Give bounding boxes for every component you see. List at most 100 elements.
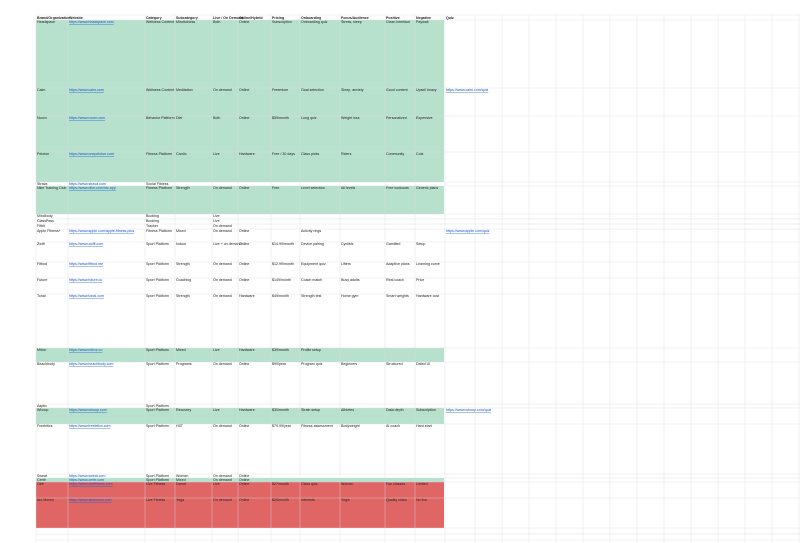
cell: Future: [37, 278, 47, 282]
cell: Indoor: [176, 242, 187, 246]
cell: Sport Platform: [146, 424, 169, 428]
cell: Peloton: [37, 152, 49, 156]
cell-link[interactable]: https://www.zwift.com: [69, 242, 103, 246]
cell: Athletes: [341, 408, 354, 412]
cell-link[interactable]: https://www.future.co: [69, 278, 102, 282]
cell: Live: [213, 482, 220, 486]
cell-link[interactable]: https://www.onepeloton.com: [69, 152, 114, 156]
cell: Online: [239, 482, 249, 486]
cell-link[interactable]: https://www.beachbody.com: [69, 362, 113, 366]
row-background: [36, 408, 444, 424]
cell: Activity rings: [301, 229, 321, 233]
row-background: [36, 362, 444, 404]
cell: Generic plans: [416, 186, 438, 190]
cell: Hardware: [239, 348, 255, 352]
cell: Sweat: [37, 474, 47, 478]
cell: Tracker: [146, 224, 159, 228]
cell: Strength: [176, 294, 190, 298]
cell: Sport Platform: [146, 262, 169, 266]
cell: Price: [416, 278, 424, 282]
cell: Sport Platform: [146, 294, 169, 298]
cell: Sport Platform: [146, 404, 169, 408]
cell: Strava: [37, 182, 47, 186]
cell-link[interactable]: https://www.calm.com: [69, 88, 104, 92]
cell: Cardio: [176, 152, 187, 156]
cell: Smart weights: [386, 294, 409, 298]
cell: Community: [386, 152, 404, 156]
cell: Setup: [416, 242, 425, 246]
cell: Mixed: [176, 229, 186, 233]
cell-link[interactable]: https://www.mirror.co: [69, 348, 102, 352]
cell: Hardware: [239, 152, 255, 156]
cell: On demand: [213, 478, 232, 482]
cell-link[interactable]: https://www.apple.com/apple-fitness-plus: [69, 229, 134, 233]
cell: Online: [239, 278, 249, 282]
row-background: [36, 116, 444, 152]
column-header: Brand/Organization: [37, 16, 70, 20]
cell: Online: [239, 116, 249, 120]
column-header: Subcategory: [176, 16, 198, 20]
cell: Dance: [176, 482, 186, 486]
cell: $79.99/year: [272, 424, 292, 428]
cell-link[interactable]: https://www.strava.com: [69, 182, 106, 186]
cell: Beginners: [341, 362, 357, 366]
cell-link[interactable]: https://www.headspace.com: [69, 20, 114, 24]
cell-link[interactable]: https://www.obefitness.com: [69, 482, 113, 486]
cell-link[interactable]: https://www.sweat.com: [69, 474, 106, 478]
cell: AI coach: [386, 424, 400, 428]
cell: Yoga: [176, 498, 184, 502]
cell: Behavior Platform: [146, 116, 175, 120]
cell: Subscription: [272, 20, 292, 24]
cell: Meditation: [176, 88, 193, 92]
row-background: [36, 262, 444, 278]
cell: Strain setup: [301, 408, 320, 412]
cell-link[interactable]: https://www.noom.com: [69, 116, 105, 120]
cell: Obé: [37, 482, 44, 486]
cell: Equipment quiz: [301, 262, 326, 266]
cell-link[interactable]: https://www.whoop.com: [69, 408, 107, 412]
cell: Interests: [301, 498, 315, 502]
cell: Paywall: [416, 20, 429, 24]
cell: Cost: [416, 152, 423, 156]
cell: Class quiz: [301, 482, 318, 486]
cell-link[interactable]: https://www.calm.com/quiz: [446, 88, 489, 92]
cell: Goal selection: [301, 88, 324, 92]
cell: Cyclists: [341, 242, 354, 246]
row-background: [36, 152, 444, 182]
cell: Headspace: [37, 20, 55, 24]
cell: Live: [213, 219, 220, 223]
cell: Live: [213, 348, 220, 352]
cell: All levels: [341, 186, 355, 190]
cell-link[interactable]: https://www.nike.com/ntc-app: [69, 186, 116, 190]
cell-link[interactable]: https://www.whoop.com/quiz: [446, 408, 492, 412]
cell: Zwift: [37, 242, 45, 246]
cell: Yogis: [341, 498, 350, 502]
cell-link[interactable]: https://www.apple.com/quiz: [446, 229, 490, 233]
cell: $27/month: [272, 482, 289, 486]
cell: Booking: [146, 214, 159, 218]
cell: $39/month: [272, 348, 289, 352]
cell: Quality video: [386, 498, 407, 502]
cell: Class picks: [301, 152, 319, 156]
column-header: Onboarding: [301, 16, 321, 20]
cell: Data depth: [386, 408, 404, 412]
cell-link[interactable]: https://www.fitbod.me: [69, 262, 103, 266]
cell: Apple Fitness+: [37, 229, 61, 233]
row-background: [36, 498, 444, 528]
cell: Fun classes: [386, 482, 405, 486]
cell: Riders: [341, 152, 352, 156]
cell: On demand: [213, 474, 232, 478]
cell-link[interactable]: https://www.freeletics.com: [69, 424, 111, 428]
cell: Online: [239, 186, 249, 190]
cell: Sport Platform: [146, 362, 169, 366]
cell: Home gym: [341, 294, 358, 298]
cell: Nike Training Club: [37, 186, 66, 190]
cell-link[interactable]: https://www.alomoves.com: [69, 498, 112, 502]
cell-link[interactable]: https://www.centr.com: [69, 478, 104, 482]
cell-link[interactable]: https://www.tonal.com: [69, 294, 104, 298]
cell: HIIT: [176, 424, 184, 428]
column-header: Focus/Audience: [341, 16, 369, 20]
cell: Online: [239, 88, 249, 92]
cell: On demand: [213, 186, 232, 190]
cell: On demand: [213, 262, 232, 266]
